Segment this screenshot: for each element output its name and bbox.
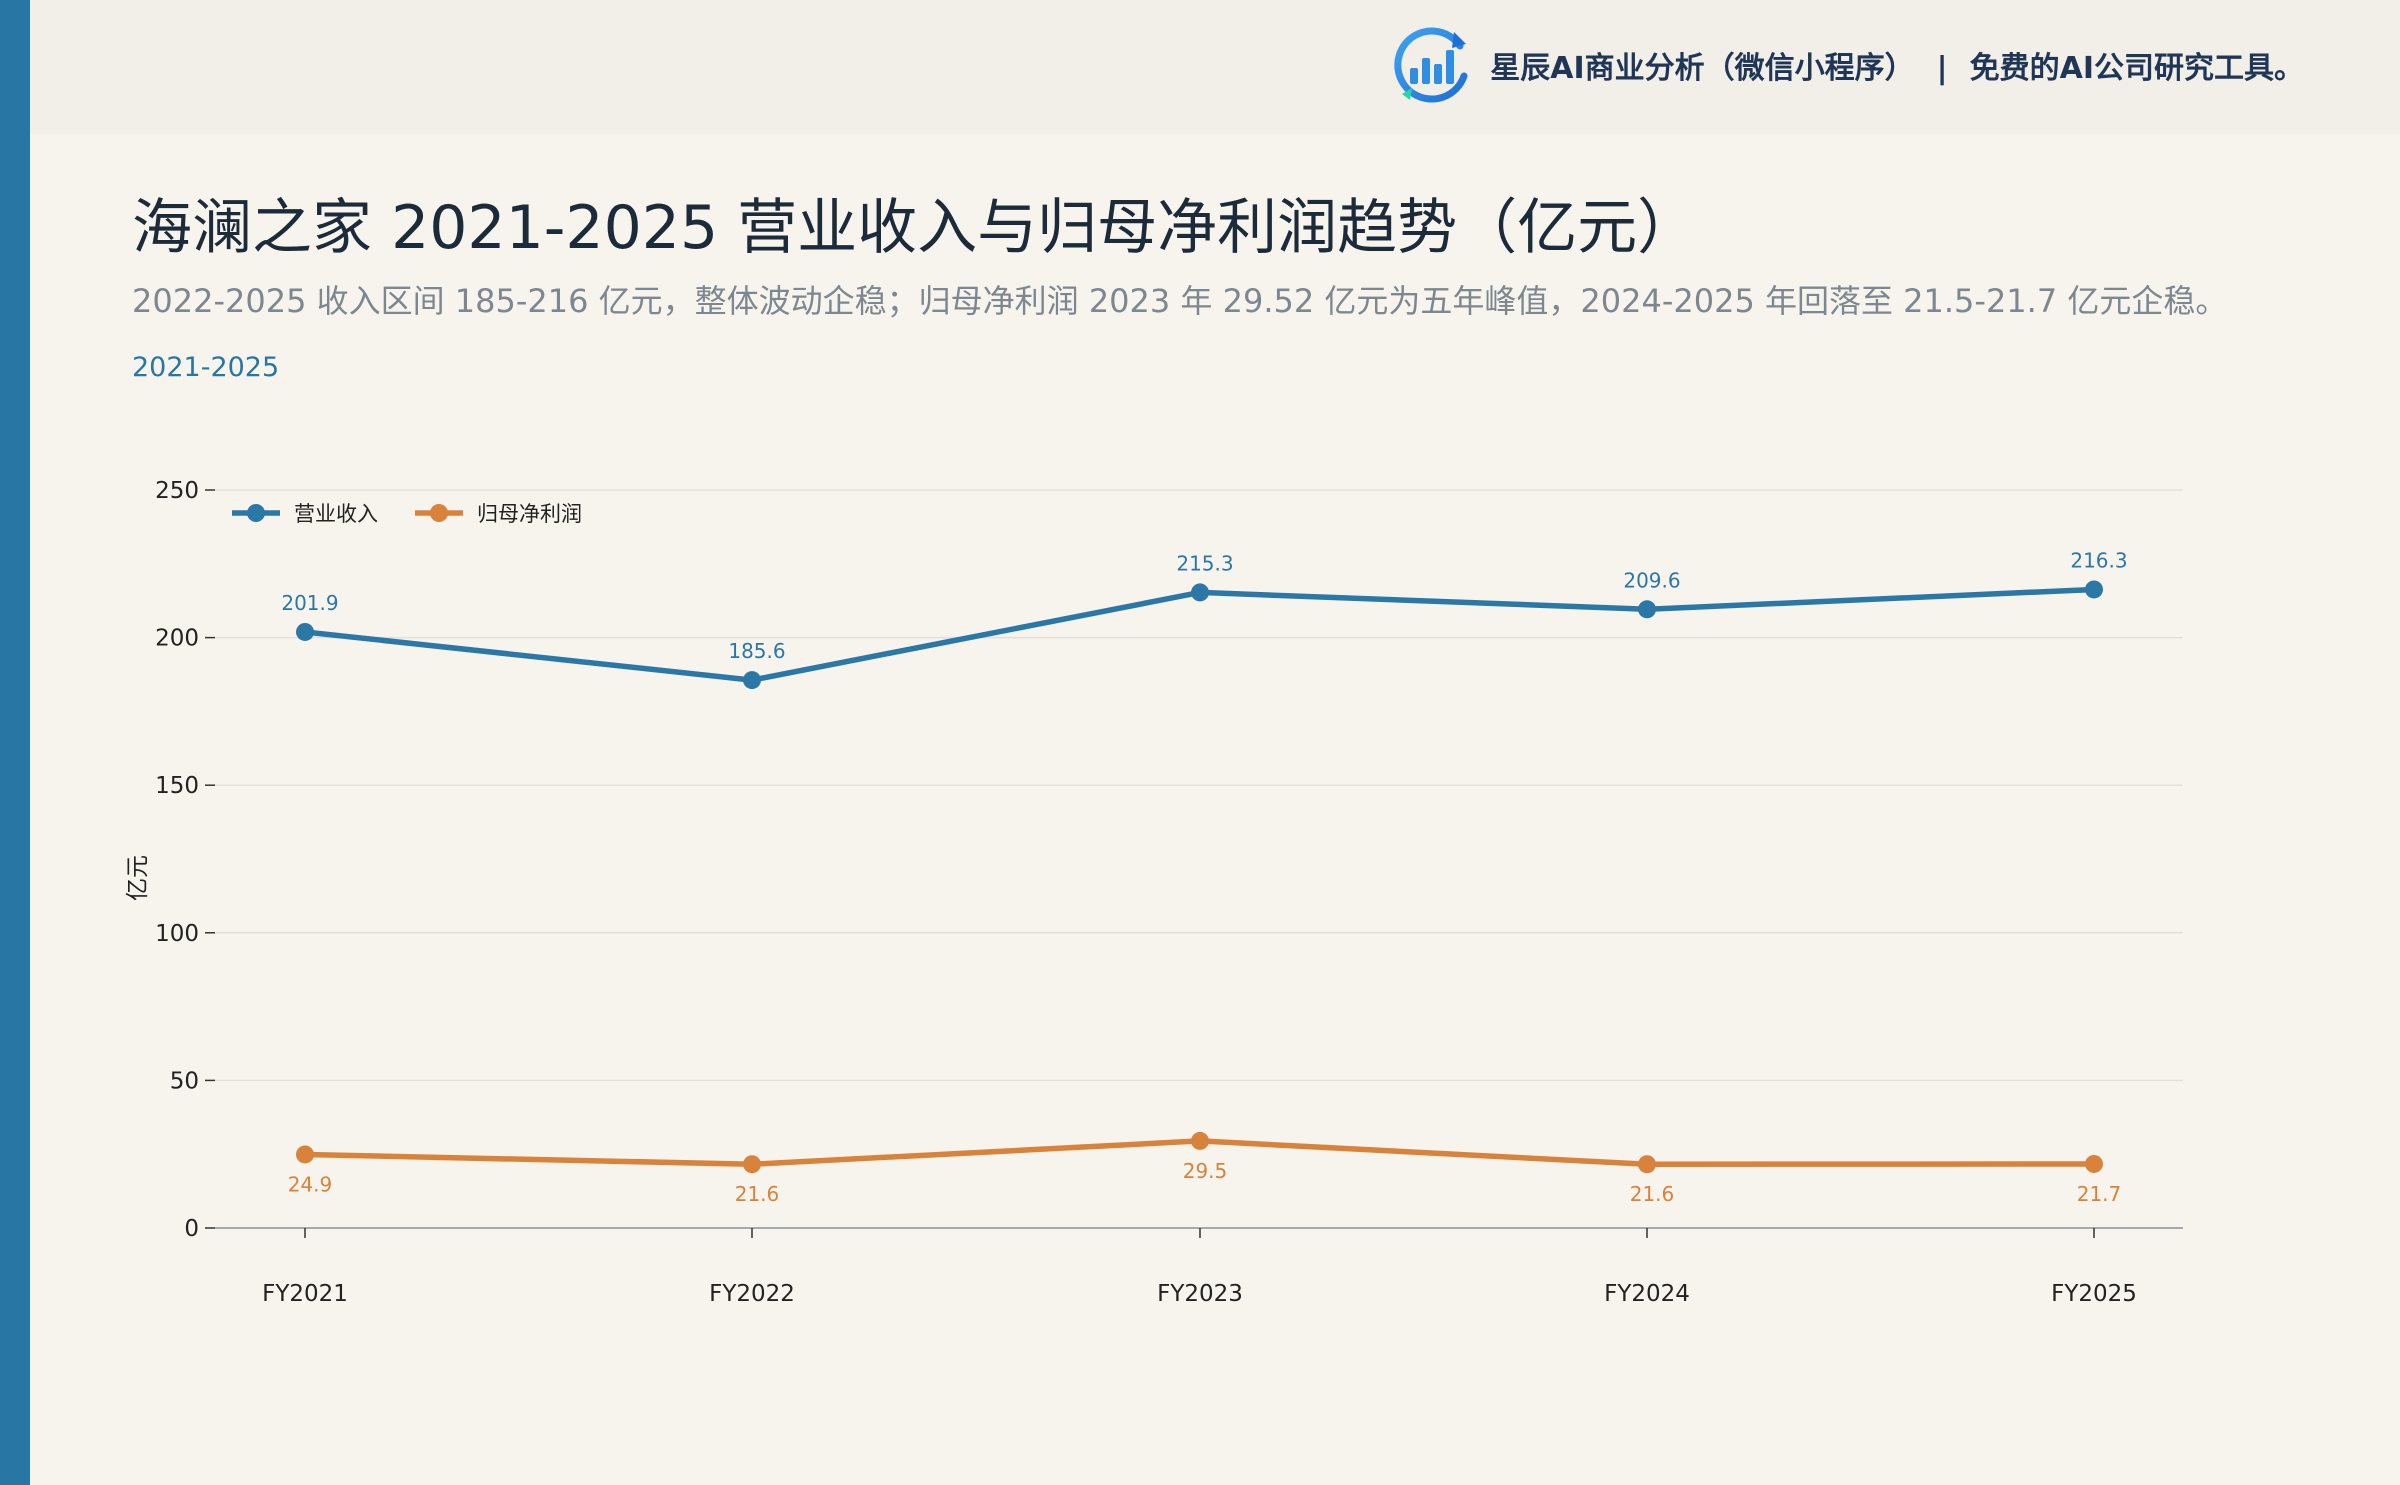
brand-text: 星辰AI商业分析（微信小程序） | 免费的AI公司研究工具。 (1490, 43, 2304, 87)
y-tick-label: 0 (184, 1216, 199, 1242)
data-point (2085, 580, 2103, 599)
y-tick-label: 150 (155, 773, 199, 799)
data-point (743, 671, 761, 690)
data-label: 21.7 (2077, 1182, 2122, 1206)
data-label: 216.3 (2070, 548, 2127, 572)
data-label: 201.9 (281, 591, 338, 615)
data-label: 209.6 (1623, 568, 1680, 592)
legend-swatch-marker (430, 504, 448, 522)
data-point (1638, 1155, 1656, 1174)
brand-separator: | (1936, 51, 1948, 86)
data-label: 185.6 (728, 639, 785, 663)
header-band (30, 0, 2400, 134)
legend-swatch-marker (247, 504, 265, 522)
data-label: 29.5 (1183, 1159, 1228, 1183)
x-tick-label: FY2024 (1604, 1281, 1690, 1307)
y-tick-label: 250 (155, 478, 199, 504)
bar-chart-refresh-icon (1394, 27, 1468, 103)
series-line-1 (302, 586, 2097, 683)
y-tick-label: 200 (155, 626, 199, 652)
left-accent-bar (0, 0, 30, 1485)
data-point (296, 622, 314, 641)
x-tick-label: FY2025 (2051, 1281, 2137, 1307)
data-point (743, 1155, 761, 1174)
x-tick-label: FY2023 (1157, 1281, 1243, 1307)
data-label: 21.6 (735, 1182, 780, 1206)
page-title: 海澜之家 2021-2025 营业收入与归母净利润趋势（亿元） (132, 193, 1698, 263)
data-point (296, 1145, 314, 1164)
x-tick-label: FY2021 (262, 1281, 348, 1307)
x-tick-label: FY2022 (709, 1281, 795, 1307)
data-label: 24.9 (288, 1172, 333, 1196)
y-tick-label: 100 (155, 921, 199, 947)
data-point (1638, 600, 1656, 619)
brand-name: 星辰AI商业分析（微信小程序） (1490, 51, 1915, 86)
page-subtitle: 2022-2025 收入区间 185-216 亿元，整体波动企稳；归母净利润 2… (132, 282, 2228, 320)
data-label: 215.3 (1176, 551, 1233, 575)
legend-label: 归母净利润 (477, 502, 582, 526)
legend-label: 营业收入 (294, 502, 378, 526)
data-point (1191, 583, 1209, 602)
y-tick-label: 50 (170, 1068, 199, 1094)
y-axis-label: 亿元 (125, 855, 151, 901)
brand-tagline: 免费的AI公司研究工具。 (1969, 51, 2304, 86)
data-point (2085, 1154, 2103, 1173)
data-point (1191, 1131, 1209, 1150)
period-label: 2021-2025 (132, 352, 280, 383)
brand: 星辰AI商业分析（微信小程序） | 免费的AI公司研究工具。 (1390, 20, 2304, 110)
data-label: 21.6 (1630, 1182, 1675, 1206)
